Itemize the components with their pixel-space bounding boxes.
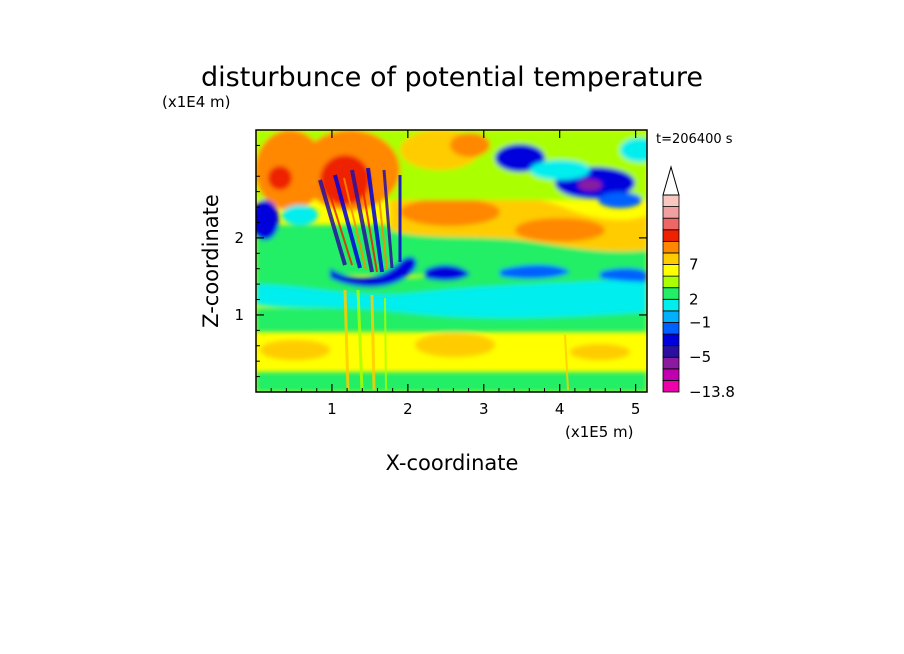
- field-ground-band: [256, 372, 647, 392]
- x-tick-label: 3: [479, 400, 489, 418]
- field-top-cyan-2: [620, 138, 647, 162]
- colorbar-swatch: [662, 356, 680, 370]
- colorbar-tick-label: 2: [689, 290, 699, 308]
- x-axis-ticks: 1 2 3 4 5: [270, 130, 641, 418]
- x-tick-label: 2: [403, 400, 413, 418]
- wave-streak: [564, 334, 569, 391]
- colorbar-swatch: [662, 264, 680, 277]
- field-top-warm-spot: [268, 166, 292, 190]
- wave-streak: [382, 169, 394, 269]
- colorbar-swatch: [662, 217, 680, 231]
- colorbar-swatch: [662, 194, 680, 207]
- colorbar-swatch: [662, 275, 680, 289]
- field-warm-core-2: [515, 218, 605, 242]
- field-warm-core-1: [400, 198, 500, 226]
- colorbar-tick-label: −13.8: [689, 383, 735, 401]
- wave-streak: [375, 169, 388, 271]
- colorbar-tick-label: 7: [689, 256, 699, 274]
- colorbar: 7 2 −1 −5 −13.8: [662, 165, 735, 401]
- wave-streak: [384, 297, 387, 391]
- colorbar-swatch: [662, 298, 680, 312]
- wave-streak: [318, 179, 347, 266]
- x-tick-label: 4: [555, 400, 565, 418]
- field-lower-warm-1: [260, 340, 330, 360]
- colorbar-tick-label: −1: [689, 313, 711, 331]
- x-tick-label: 1: [327, 400, 337, 418]
- field-top-warm-right-core: [450, 133, 490, 157]
- colorbar-swatch: [662, 287, 680, 300]
- field-top-cold-2-core: [578, 179, 602, 191]
- colorbar-swatch: [662, 333, 680, 347]
- wave-streak: [350, 169, 374, 273]
- field-top-cold-3: [598, 192, 642, 208]
- time-label: t=206400 s: [656, 132, 733, 147]
- field-lower-warm-3: [570, 344, 630, 360]
- colorbar-swatch: [662, 229, 680, 242]
- wave-streak: [343, 177, 367, 271]
- x-unit-label: (x1E5 m): [565, 423, 634, 441]
- y-tick-label: 1: [234, 306, 244, 324]
- colorbar-swatch: [662, 310, 680, 323]
- field-lower-warm-2: [415, 333, 495, 357]
- y-unit-label: (x1E4 m): [162, 93, 231, 111]
- chart-title: disturbunce of potential temperature: [201, 62, 703, 93]
- field-cold-arc-4: [600, 268, 647, 282]
- wave-streak: [359, 171, 378, 273]
- contour-plot-area: [256, 130, 647, 392]
- field-left-cold: [256, 200, 279, 240]
- field-cold-band: [256, 276, 647, 319]
- field-wave-streaks: [318, 167, 569, 391]
- wave-streak: [356, 289, 364, 391]
- colorbar-swatch: [662, 252, 680, 265]
- field-cold-arc-1: [330, 256, 417, 287]
- plot-frame: [255, 129, 648, 393]
- colorbar-swatch: [662, 240, 680, 254]
- colorbar-tick-label: −5: [689, 348, 711, 366]
- colorbar-extend-triangle: [662, 165, 680, 196]
- colorbar-swatch: [662, 206, 680, 219]
- wave-streak: [366, 167, 384, 273]
- field-cold-arc-3: [500, 264, 570, 279]
- y-tick-label: 2: [234, 229, 244, 247]
- colorbar-swatch: [662, 368, 680, 381]
- colorbar-swatch: [662, 322, 680, 335]
- wave-streak: [343, 289, 350, 391]
- wave-streak: [333, 174, 362, 269]
- wave-streak: [325, 181, 353, 266]
- colorbar-swatch: [662, 380, 680, 393]
- y-axis-ticks: 12: [234, 144, 647, 378]
- field-cold-arc-2: [425, 265, 470, 281]
- x-tick-label: 5: [631, 400, 641, 418]
- y-axis-label: Z-coordinate: [199, 194, 223, 328]
- field-top-cyan-1: [530, 160, 590, 180]
- colorbar-swatch: [662, 345, 680, 358]
- field-left-cyan: [282, 205, 318, 225]
- x-axis-label: X-coordinate: [386, 451, 519, 475]
- wave-streak: [370, 294, 376, 391]
- field-top-cold-1: [495, 144, 545, 172]
